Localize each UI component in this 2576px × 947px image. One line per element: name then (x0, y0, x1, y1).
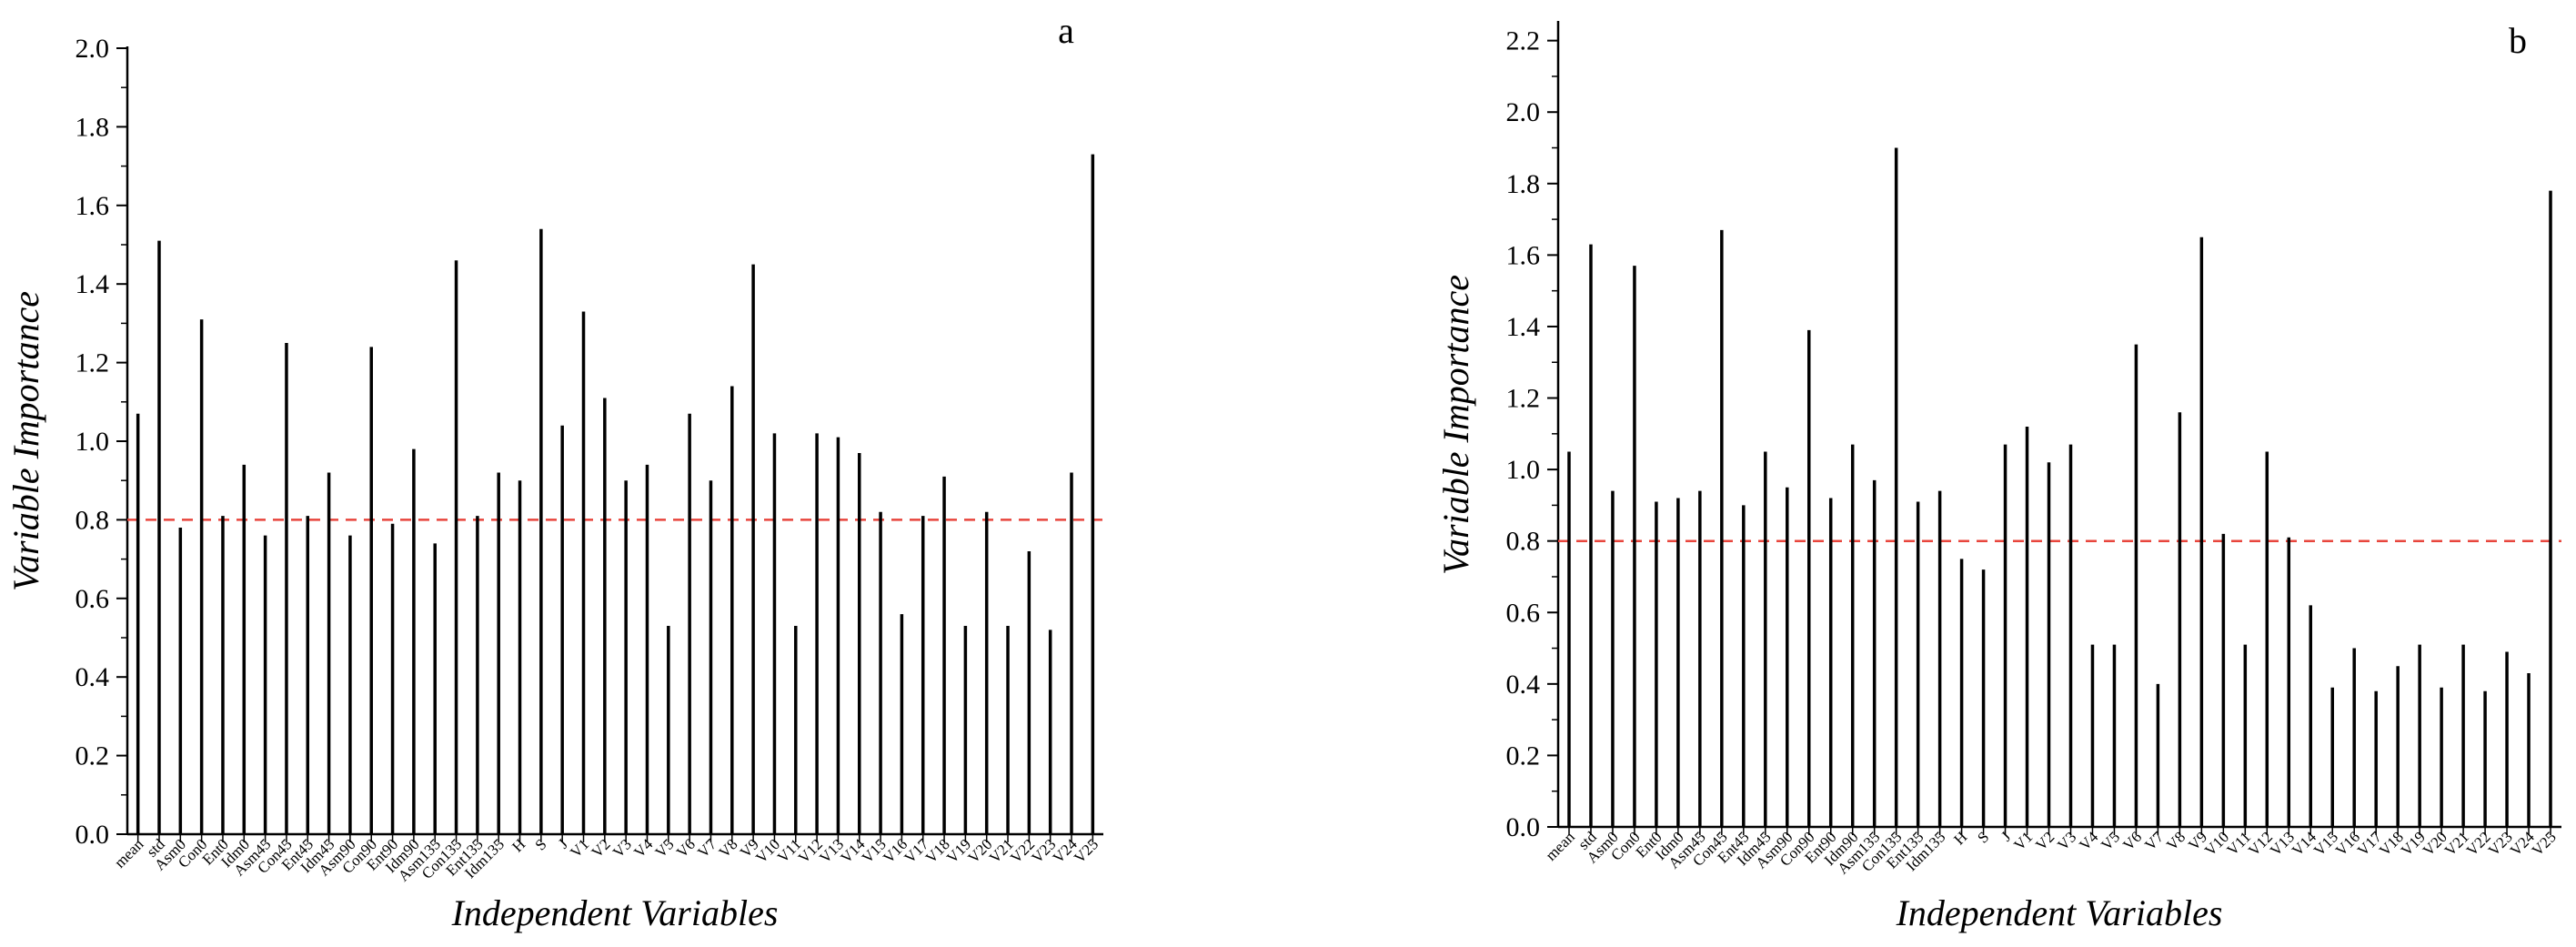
x-tick-label: mean (111, 835, 147, 871)
y-tick-label: 1.8 (75, 112, 110, 142)
y-axis-title: Variable Importance (5, 291, 46, 591)
y-tick-label: 1.6 (1506, 240, 1541, 270)
panel-letter: b (2509, 20, 2527, 61)
chart-panel-b: 0.0 0.2 0.4 0.6 0.8 1.0 1.2 1.4 1.6 1.8 2.0 2.2 mean… (1435, 20, 2561, 933)
y-tick-label: 2.0 (75, 34, 110, 64)
y-tick-label: 1.0 (75, 427, 110, 457)
y-tick-label: 0.4 (1506, 670, 1541, 700)
y-tick-label: 1.4 (1506, 312, 1541, 342)
y-tick-label: 1.4 (75, 269, 110, 299)
y-tick-label: 0.6 (1506, 598, 1541, 628)
y-tick-label: 1.6 (75, 191, 110, 221)
x-axis-title: Independent Variables (451, 892, 779, 933)
y-tick-label: 1.8 (1506, 169, 1541, 199)
y-tick-label: 1.2 (1506, 384, 1541, 414)
y-tick-label: 0.0 (1506, 812, 1541, 842)
x-tick-label: mean (1542, 828, 1578, 864)
x-tick-label: H (508, 835, 528, 855)
x-tick-label: H (1950, 828, 1970, 848)
y-tick-label: 1.0 (1506, 455, 1541, 485)
y-tick-label: 0.8 (75, 505, 110, 535)
x-axis-title: Independent Variables (1896, 892, 2223, 933)
y-tick-label: 2.2 (1506, 26, 1541, 56)
y-tick-label: 0.0 (75, 820, 110, 850)
panel-letter: a (1058, 10, 1074, 51)
y-tick-label: 0.2 (1506, 740, 1541, 771)
x-tick-label: V25 (1071, 835, 1102, 866)
y-axis-title: Variable Importance (1435, 275, 1476, 575)
y-tick-label: 0.2 (75, 741, 110, 771)
y-tick-label: 1.2 (75, 348, 110, 378)
chart-panel-a: 0.00.20.40.60.81.01.21.41.61.82.0meanstd… (5, 10, 1103, 933)
y-tick-label: 0.8 (1506, 527, 1541, 557)
y-tick-label: 0.4 (75, 662, 110, 692)
y-tick-label: 0.6 (75, 584, 110, 614)
y-tick-label: 2.0 (1506, 97, 1541, 127)
x-tick-label: V25 (2529, 828, 2560, 859)
